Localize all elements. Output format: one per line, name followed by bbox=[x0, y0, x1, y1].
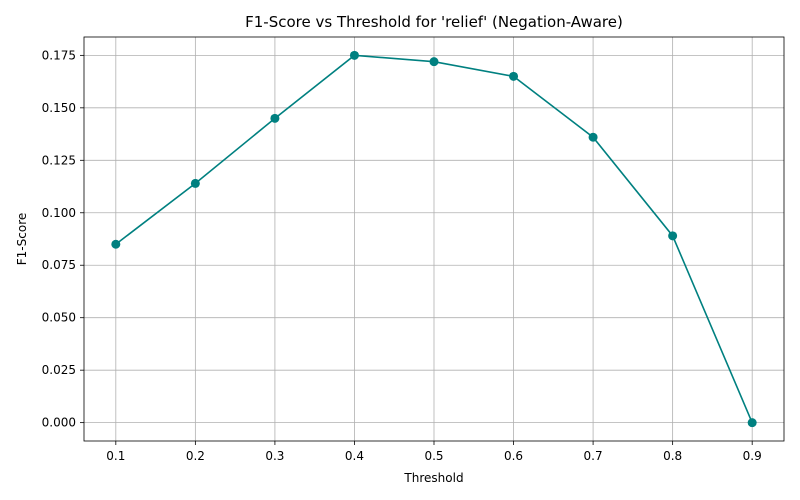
x-axis-ticks: 0.1 0.2 0.3 0.4 0.5 0.6 0.7 0.8 0.9 bbox=[106, 441, 762, 463]
x-tick-label: 0.3 bbox=[265, 449, 284, 463]
y-tick-label: 0.175 bbox=[42, 48, 76, 62]
x-tick-label: 0.5 bbox=[424, 449, 443, 463]
x-tick-label: 0.7 bbox=[584, 449, 603, 463]
x-tick-label: 0.8 bbox=[663, 449, 682, 463]
chart-title: F1-Score vs Threshold for 'relief' (Nega… bbox=[245, 13, 623, 31]
y-tick-label: 0.075 bbox=[42, 258, 76, 272]
data-point bbox=[349, 50, 359, 60]
series bbox=[111, 50, 757, 428]
x-tick-label: 0.6 bbox=[504, 449, 523, 463]
data-point bbox=[747, 418, 757, 428]
data-point bbox=[190, 178, 200, 188]
x-tick-label: 0.1 bbox=[106, 449, 125, 463]
y-tick-label: 0.125 bbox=[42, 153, 76, 167]
x-axis-label: Threshold bbox=[403, 471, 463, 485]
y-tick-label: 0.150 bbox=[42, 101, 76, 115]
y-axis-ticks: 0.000 0.025 0.050 0.075 0.100 0.125 0.150 0.175 bbox=[42, 48, 84, 430]
y-axis-label: F1-Score bbox=[15, 213, 29, 265]
x-tick-label: 0.4 bbox=[345, 449, 364, 463]
x-tick-label: 0.9 bbox=[743, 449, 762, 463]
y-tick-label: 0.050 bbox=[42, 311, 76, 325]
y-tick-label: 0.000 bbox=[42, 416, 76, 430]
plot-frame bbox=[83, 36, 785, 442]
data-point bbox=[668, 231, 678, 241]
y-tick-label: 0.025 bbox=[42, 363, 76, 377]
y-tick-label: 0.100 bbox=[42, 206, 76, 220]
grid bbox=[84, 37, 784, 441]
data-point bbox=[429, 57, 439, 67]
data-point bbox=[588, 132, 598, 142]
x-tick-label: 0.2 bbox=[186, 449, 205, 463]
data-point bbox=[509, 71, 519, 81]
data-point bbox=[111, 239, 121, 249]
data-point bbox=[270, 113, 280, 123]
